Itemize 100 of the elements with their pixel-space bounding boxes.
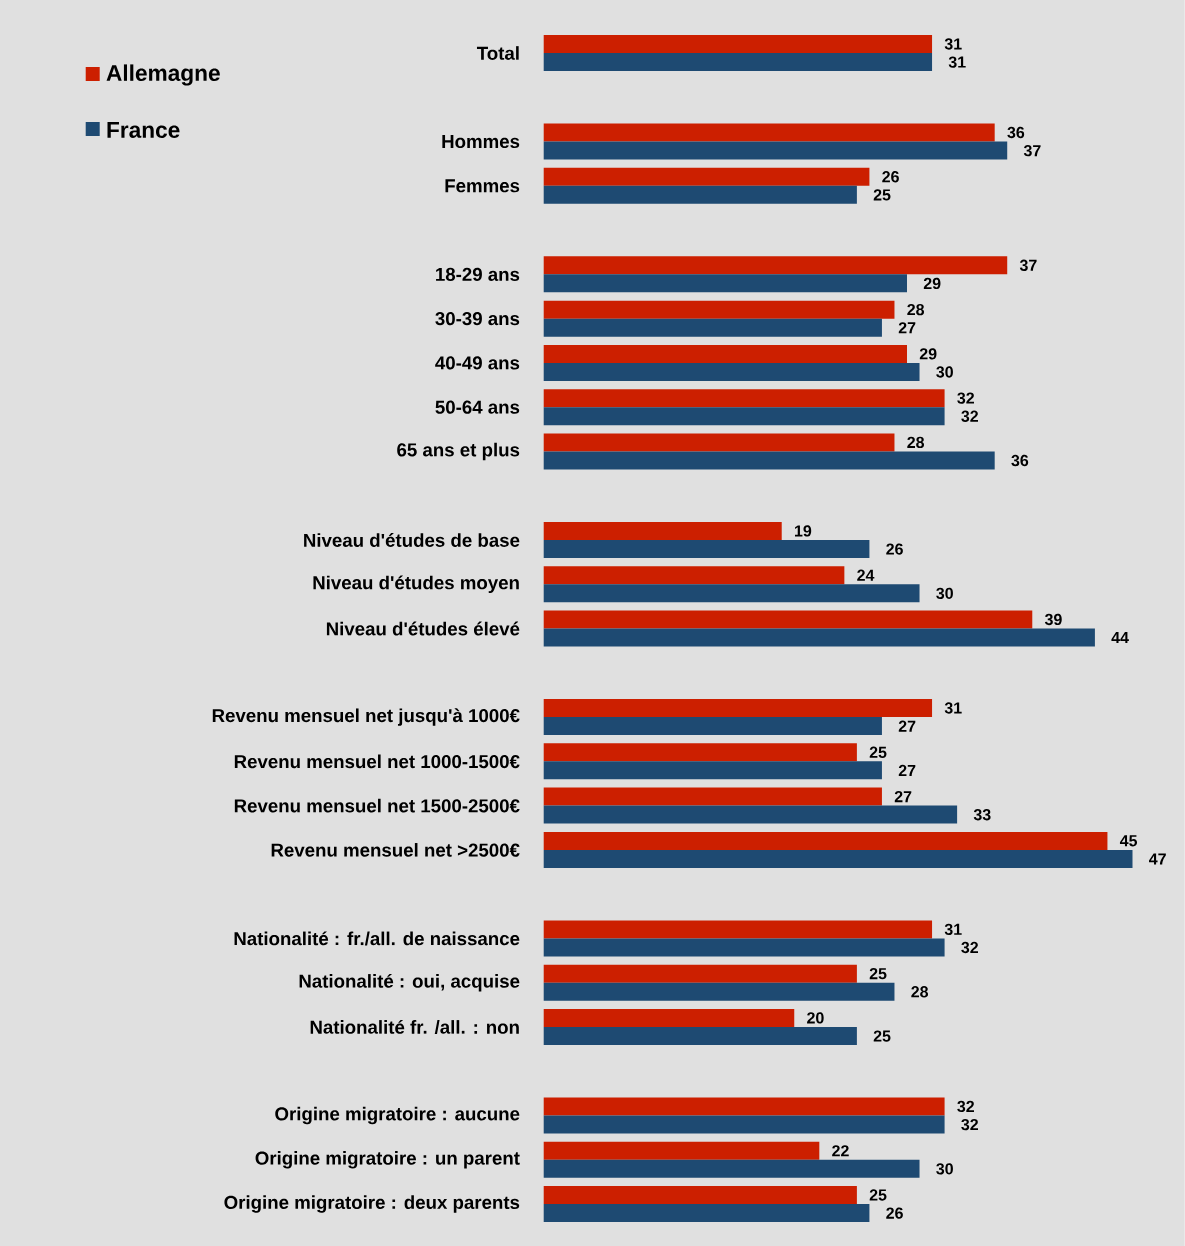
bar <box>543 1186 858 1205</box>
y-tick-label: 40-49 ans <box>435 356 520 370</box>
bar <box>543 1115 945 1134</box>
y-tick-label: Revenu mensuel net 1500-2500€ <box>234 798 520 813</box>
y-tick-label: Niveau d'études de base <box>304 533 520 547</box>
bar <box>543 318 883 337</box>
y-tick-label: Niveau d'études moyen <box>313 575 519 594</box>
data-label: 36 <box>1007 126 1025 139</box>
bar <box>543 123 995 142</box>
bar <box>543 141 1008 160</box>
data-label: 26 <box>886 1207 904 1219</box>
legend-label: Allemagne <box>106 64 220 86</box>
bar <box>543 1159 920 1178</box>
bar <box>543 1204 870 1223</box>
y-tick-label: Total <box>477 46 519 60</box>
y-tick-label: Niveau d'études élevé <box>327 621 520 636</box>
y-tick-label: Origine migratoire : aucune <box>275 1106 520 1125</box>
bar <box>543 920 933 939</box>
data-label: 27 <box>894 790 912 803</box>
bar <box>543 1097 945 1116</box>
data-label: 32 <box>961 1118 979 1131</box>
bar <box>543 849 1133 868</box>
bar <box>543 743 858 762</box>
y-tick-label: Hommes <box>442 135 520 149</box>
bar <box>543 407 945 426</box>
data-label: 28 <box>907 303 925 316</box>
bar <box>543 964 858 983</box>
data-label: 25 <box>869 1189 887 1201</box>
bar <box>543 185 858 204</box>
data-label: 26 <box>882 171 900 183</box>
bar <box>543 1026 858 1045</box>
data-label: 25 <box>873 189 891 201</box>
bar <box>543 274 908 293</box>
bar <box>543 938 945 957</box>
y-tick-label: Femmes <box>445 179 520 193</box>
data-label: 31 <box>944 702 962 714</box>
data-label: 37 <box>1024 144 1041 157</box>
bar <box>543 540 870 558</box>
data-label: 33 <box>973 809 991 821</box>
data-label: 44 <box>1111 632 1130 644</box>
bar <box>543 761 883 780</box>
data-label: 32 <box>961 941 979 954</box>
data-label: 19 <box>795 525 812 537</box>
data-label: 47 <box>1149 853 1166 865</box>
y-tick-label: Nationalité : fr./all. de naissance <box>234 931 520 946</box>
y-tick-label: Revenu mensuel net >2500€ <box>271 843 520 857</box>
bar <box>543 389 945 408</box>
data-label: 30 <box>936 366 954 378</box>
data-label: 26 <box>886 543 904 555</box>
y-tick-label: 30-39 ans <box>435 312 520 326</box>
y-tick-label: Nationalité fr. /all. : non <box>310 1019 519 1034</box>
bar <box>543 35 933 54</box>
data-label: 27 <box>898 720 916 732</box>
data-label: 30 <box>936 587 954 600</box>
data-label: 37 <box>1020 259 1037 271</box>
bar <box>543 522 782 540</box>
data-label: 25 <box>869 746 887 758</box>
data-label: 32 <box>957 1100 975 1113</box>
data-label: 25 <box>873 1030 891 1042</box>
y-tick-label: 50-64 ans <box>435 400 520 414</box>
y-tick-label: Nationalité : oui, acquise <box>299 973 520 992</box>
data-label: 29 <box>923 277 941 290</box>
bar <box>543 300 895 319</box>
data-label: 32 <box>961 410 979 422</box>
y-tick-label: Origine migratoire : un parent <box>255 1151 520 1169</box>
bar <box>543 805 958 824</box>
bar <box>543 566 845 585</box>
data-label: 31 <box>948 56 966 68</box>
bar <box>543 53 933 72</box>
bar <box>543 699 933 718</box>
y-tick-label: Revenu mensuel net jusqu'à 1000€ <box>212 708 520 726</box>
bar <box>543 717 883 736</box>
data-label: 25 <box>869 967 887 980</box>
data-label: 29 <box>919 348 937 360</box>
data-label: 39 <box>1045 613 1062 626</box>
bar <box>543 610 1033 629</box>
y-tick-label: 18-29 ans <box>436 267 520 281</box>
data-label: 32 <box>957 392 975 404</box>
data-label: 28 <box>907 436 925 449</box>
data-label: 30 <box>936 1163 954 1175</box>
bar <box>543 831 1108 850</box>
y-tick-label: 65 ans et plus <box>397 442 520 461</box>
bar <box>543 451 995 470</box>
data-label: 27 <box>898 764 916 777</box>
data-label: 31 <box>944 923 962 936</box>
data-label: 20 <box>807 1012 824 1024</box>
data-label: 22 <box>832 1145 849 1157</box>
data-label: 24 <box>857 569 875 581</box>
bar <box>543 362 920 381</box>
bar <box>543 167 870 186</box>
bar <box>543 433 895 452</box>
bar <box>543 628 1096 647</box>
y-tick-label: Origine migratoire : deux parents <box>224 1195 520 1213</box>
data-label: 28 <box>911 986 929 998</box>
bar <box>543 787 883 806</box>
data-label: 45 <box>1120 835 1138 847</box>
data-label: 27 <box>898 322 916 334</box>
data-label: 36 <box>1011 454 1029 467</box>
legend-label: France <box>107 122 180 138</box>
bar <box>543 256 1008 275</box>
